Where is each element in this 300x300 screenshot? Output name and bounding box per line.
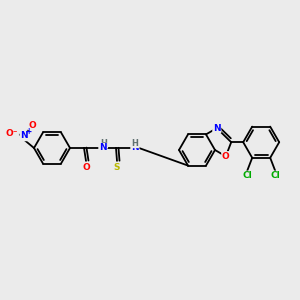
Text: N: N <box>99 143 107 152</box>
Text: O⁻: O⁻ <box>6 130 18 139</box>
Text: O: O <box>28 121 36 130</box>
Text: N: N <box>20 131 28 140</box>
Text: N: N <box>131 143 139 152</box>
Text: +: + <box>25 127 31 136</box>
Text: O: O <box>222 152 230 161</box>
Text: Cl: Cl <box>242 171 252 180</box>
Text: O: O <box>82 163 90 172</box>
Text: H: H <box>132 139 138 148</box>
Text: N: N <box>213 124 220 133</box>
Text: H: H <box>100 139 107 148</box>
Text: Cl: Cl <box>270 171 280 180</box>
Text: S: S <box>114 163 120 172</box>
